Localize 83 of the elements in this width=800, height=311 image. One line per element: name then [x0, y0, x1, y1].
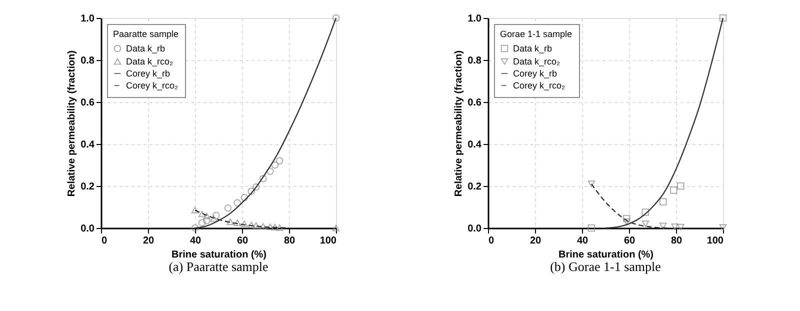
legend-title: Paaratte sample	[113, 29, 179, 39]
point	[259, 174, 267, 182]
point	[642, 208, 650, 216]
x-axis-title: Brine saturation (%)	[558, 250, 654, 260]
point	[671, 224, 678, 230]
point	[271, 161, 279, 169]
point	[659, 198, 667, 206]
point	[240, 194, 248, 202]
y-tick-label: 0.2	[80, 182, 95, 192]
y-tick-label: 0.4	[468, 140, 482, 150]
legend-label: Corey k_rb	[513, 68, 558, 78]
point	[271, 224, 279, 230]
legend-label: Corey k_rco₂	[513, 80, 566, 90]
point	[248, 188, 256, 195]
point	[719, 224, 727, 231]
point	[212, 212, 220, 220]
y-axis-title: Relative permeability (fraction)	[66, 50, 78, 197]
x-tick-label: 40	[576, 236, 588, 246]
x-tick-label: 40	[190, 236, 202, 246]
y-tick-label: 0.0	[80, 224, 95, 234]
point	[226, 218, 234, 225]
point	[203, 212, 210, 220]
text: (a) Paaratte sample	[168, 259, 269, 274]
y-tick-label: 0.6	[80, 98, 95, 108]
y-tick-label: 0.0	[468, 224, 482, 234]
point	[588, 180, 596, 188]
x-axis-title: Brine saturation (%)	[171, 250, 267, 260]
point	[276, 224, 284, 231]
point	[332, 224, 340, 232]
y-tick-label: 0.2	[468, 182, 482, 192]
y-tick-label: 0.4	[80, 140, 95, 150]
point	[332, 14, 340, 22]
point	[191, 206, 199, 214]
point	[234, 199, 241, 206]
point	[266, 168, 274, 175]
point	[210, 215, 218, 222]
point	[191, 224, 199, 232]
x-tick-label: 100	[320, 236, 337, 246]
point	[203, 216, 210, 224]
point	[719, 14, 727, 22]
point	[234, 220, 241, 226]
point	[198, 219, 206, 226]
x-tick-label: 20	[530, 236, 542, 246]
line-series	[194, 17, 337, 229]
point	[252, 222, 260, 229]
point	[266, 224, 274, 230]
point	[677, 182, 684, 190]
point	[240, 220, 248, 228]
legend-label: Data k_rco₂	[126, 56, 174, 66]
legend-label: Corey k_rb	[126, 68, 170, 78]
point	[224, 204, 232, 212]
x-tick-label: 0	[488, 236, 494, 246]
point	[276, 157, 284, 164]
point	[677, 224, 684, 230]
point	[622, 218, 630, 225]
x-tick-label: 60	[236, 236, 248, 246]
y-tick-label: 0.8	[468, 56, 482, 66]
y-tick-label: 0.6	[468, 98, 482, 108]
y-tick-label: 1.0	[468, 14, 482, 24]
legend-title: Gorae 1-1 sample	[500, 29, 572, 39]
point	[259, 223, 267, 230]
y-tick-label: 1.0	[80, 14, 95, 24]
y-tick-label: 0.8	[80, 56, 95, 66]
point	[198, 210, 206, 218]
x-tick-label: 0	[102, 236, 108, 246]
point	[252, 183, 260, 191]
point	[248, 222, 256, 228]
x-tick-label: 100	[706, 236, 724, 246]
legend-label: Corey k_rco₂	[126, 80, 179, 90]
y-axis-title: Relative permeability (fraction)	[454, 50, 465, 197]
x-tick-label: 80	[284, 236, 296, 246]
legend-label: Data k_rco₂	[513, 56, 561, 66]
point	[588, 224, 596, 232]
point	[659, 222, 667, 230]
point	[642, 220, 650, 228]
text: (b) Gorae 1-1 sample	[550, 259, 662, 274]
legend-label: Data k_rb	[513, 44, 552, 54]
point	[670, 186, 678, 194]
point	[622, 214, 630, 222]
legend-label: Data k_rb	[126, 44, 166, 54]
x-tick-label: 60	[624, 236, 636, 246]
x-tick-label: 80	[670, 236, 682, 246]
x-tick-label: 20	[142, 236, 154, 246]
